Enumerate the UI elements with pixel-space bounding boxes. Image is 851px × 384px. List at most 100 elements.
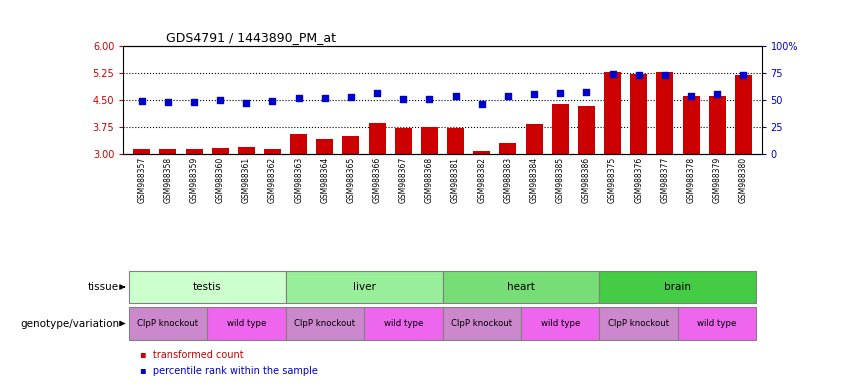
Bar (264, 149, 281, 154)
Point (684, 93, 698, 99)
Text: GSM988380: GSM988380 (739, 157, 748, 203)
Text: ClpP knockout: ClpP knockout (451, 319, 512, 328)
Bar (286, 307, 364, 340)
Bar (447, 128, 464, 154)
Text: heart: heart (507, 282, 535, 292)
Point (606, 71, 620, 77)
Text: GSM988362: GSM988362 (268, 157, 277, 203)
Bar (604, 72, 621, 154)
Text: GSM988375: GSM988375 (608, 157, 617, 203)
Text: GSM988383: GSM988383 (504, 157, 512, 203)
Point (553, 89, 567, 96)
Bar (709, 96, 726, 154)
Point (448, 93, 462, 99)
Point (475, 101, 488, 107)
Bar (443, 307, 521, 340)
Point (397, 96, 410, 102)
Text: GSM988358: GSM988358 (163, 157, 173, 203)
Bar (159, 149, 176, 154)
Point (580, 89, 593, 95)
Point (214, 97, 227, 103)
Text: GSM988357: GSM988357 (137, 157, 146, 203)
Bar (207, 307, 286, 340)
Text: wild type: wild type (540, 319, 580, 328)
Bar (290, 134, 307, 154)
Point (135, 98, 149, 104)
Point (239, 99, 253, 106)
Point (161, 99, 174, 105)
Bar (599, 271, 757, 303)
Text: GDS4791 / 1443890_PM_at: GDS4791 / 1443890_PM_at (166, 31, 336, 44)
Point (344, 94, 357, 100)
Text: tissue: tissue (88, 282, 119, 292)
Point (423, 96, 437, 102)
Text: GSM988379: GSM988379 (712, 157, 722, 203)
Text: GSM988377: GSM988377 (660, 157, 670, 203)
Text: GSM988366: GSM988366 (373, 157, 381, 203)
Point (632, 72, 646, 78)
Bar (521, 307, 599, 340)
Text: GSM988382: GSM988382 (477, 157, 486, 203)
Bar (683, 96, 700, 154)
Point (711, 91, 724, 98)
Bar (129, 307, 207, 340)
Point (501, 93, 515, 99)
Point (318, 95, 332, 101)
Bar (656, 72, 673, 154)
Bar (678, 307, 757, 340)
Bar (134, 149, 151, 154)
Text: wild type: wild type (698, 319, 737, 328)
Point (528, 91, 541, 98)
Bar (443, 271, 599, 303)
Text: liver: liver (352, 282, 375, 292)
Bar (631, 74, 648, 154)
Bar (212, 148, 229, 154)
Text: GSM988381: GSM988381 (451, 157, 460, 203)
Text: GSM988363: GSM988363 (294, 157, 303, 203)
Text: wild type: wild type (384, 319, 423, 328)
Point (370, 90, 384, 96)
Bar (551, 104, 568, 154)
Text: GSM988384: GSM988384 (529, 157, 539, 203)
Text: ClpP knockout: ClpP knockout (137, 319, 198, 328)
Bar (237, 147, 254, 154)
Bar (500, 143, 517, 154)
Bar (286, 271, 443, 303)
Bar (734, 76, 751, 154)
Bar (129, 271, 286, 303)
Point (658, 73, 671, 79)
Bar (395, 128, 412, 154)
Text: brain: brain (665, 282, 692, 292)
Text: wild type: wild type (226, 319, 266, 328)
Text: GSM988376: GSM988376 (634, 157, 643, 203)
Text: GSM988368: GSM988368 (425, 157, 434, 203)
Text: genotype/variation: genotype/variation (20, 318, 119, 329)
Bar (368, 123, 386, 154)
Text: ▪  transformed count: ▪ transformed count (140, 350, 244, 360)
Point (266, 98, 279, 104)
Bar (473, 151, 490, 154)
Bar (186, 149, 203, 154)
Text: testis: testis (193, 282, 221, 292)
Text: GSM988367: GSM988367 (399, 157, 408, 203)
Bar (526, 124, 543, 154)
Point (187, 99, 201, 105)
Point (292, 94, 306, 101)
Bar (599, 307, 678, 340)
Point (736, 73, 750, 79)
Text: GSM988361: GSM988361 (242, 157, 251, 203)
Text: GSM988378: GSM988378 (687, 157, 695, 203)
Text: GSM988359: GSM988359 (190, 157, 198, 203)
Text: GSM988386: GSM988386 (582, 157, 591, 203)
Text: GSM988365: GSM988365 (346, 157, 356, 203)
Bar (578, 106, 595, 154)
Text: ▪  percentile rank within the sample: ▪ percentile rank within the sample (140, 366, 318, 376)
Text: GSM988364: GSM988364 (320, 157, 329, 203)
Bar (342, 136, 359, 154)
Text: GSM988360: GSM988360 (215, 157, 225, 203)
Text: ClpP knockout: ClpP knockout (608, 319, 669, 328)
Bar (364, 307, 443, 340)
Bar (421, 127, 438, 154)
Text: GSM988385: GSM988385 (556, 157, 565, 203)
Bar (317, 139, 334, 154)
